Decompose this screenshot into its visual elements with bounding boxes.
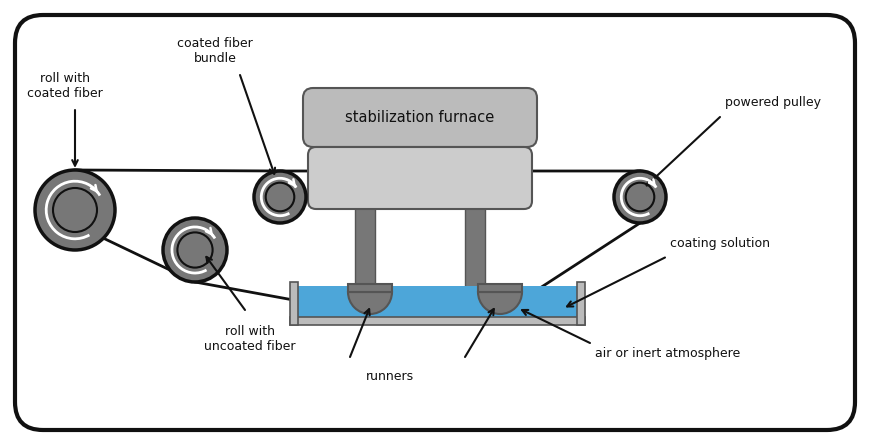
Circle shape [614, 171, 666, 223]
Text: coated fiber
bundle: coated fiber bundle [177, 37, 253, 65]
Circle shape [163, 218, 227, 282]
FancyBboxPatch shape [15, 15, 854, 430]
Circle shape [53, 188, 96, 232]
Text: runners: runners [366, 370, 414, 383]
Bar [298, 286, 576, 317]
FancyBboxPatch shape [302, 88, 536, 147]
Bar [348, 284, 392, 292]
Wedge shape [477, 292, 521, 314]
Text: stabilization furnace: stabilization furnace [345, 110, 494, 125]
Text: powered pulley: powered pulley [724, 96, 820, 109]
Text: coating solution: coating solution [669, 236, 769, 250]
Circle shape [35, 170, 115, 250]
Text: air or inert atmosphere: air or inert atmosphere [594, 347, 740, 360]
Circle shape [177, 232, 212, 267]
Wedge shape [348, 292, 392, 314]
Bar [576, 282, 584, 325]
Circle shape [265, 183, 294, 211]
Text: roll with
uncoated fiber: roll with uncoated fiber [204, 325, 295, 353]
FancyBboxPatch shape [308, 147, 531, 209]
Circle shape [254, 171, 306, 223]
Text: roll with
coated fiber: roll with coated fiber [27, 72, 103, 100]
Bar [355, 207, 375, 290]
Bar [477, 284, 521, 292]
Bar [289, 282, 298, 325]
Bar [464, 207, 484, 290]
Bar [289, 317, 584, 325]
Circle shape [625, 183, 653, 211]
